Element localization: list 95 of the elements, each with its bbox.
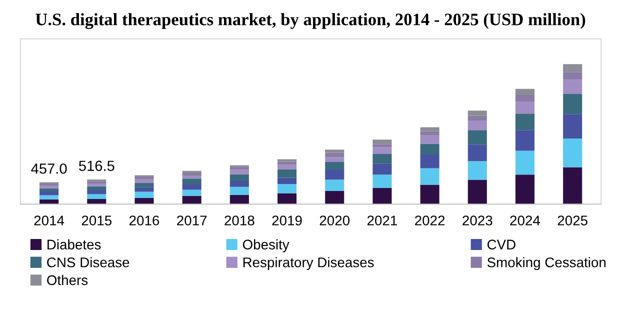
bar	[87, 190, 106, 194]
bar	[563, 114, 582, 138]
x-tick-label: 2025	[558, 216, 588, 226]
bar	[372, 140, 392, 144]
bar	[230, 174, 249, 182]
bar	[325, 170, 344, 180]
legend-label: Smoking Cessation	[487, 257, 606, 270]
bar	[40, 192, 59, 196]
bar	[420, 168, 440, 185]
bar	[277, 164, 297, 170]
bar	[420, 127, 440, 132]
bar	[230, 181, 249, 187]
bar	[134, 198, 154, 204]
bar	[325, 157, 344, 162]
x-tick-label: 2023	[462, 216, 492, 226]
bar	[134, 176, 154, 180]
bar	[420, 135, 440, 144]
annotation: 516.5	[78, 160, 114, 171]
bar	[372, 154, 392, 164]
bar	[515, 114, 534, 130]
bar	[277, 184, 297, 194]
bar	[372, 147, 392, 154]
bar	[325, 190, 344, 204]
bar	[563, 138, 582, 168]
bar	[182, 170, 202, 174]
chart-title: U.S. digital therapeutics market, by application, 2014 - 2025 (USD million)	[36, 13, 586, 29]
bar	[515, 150, 534, 175]
bar	[563, 167, 582, 204]
x-tick-label: 2014	[34, 216, 64, 226]
bar	[87, 194, 106, 199]
annotation: 457.0	[31, 163, 67, 174]
x-tick-label: 2019	[272, 216, 302, 226]
bar	[468, 116, 487, 121]
legend-label: Obesity	[242, 239, 290, 252]
legend-label: Respiratory Diseases	[243, 257, 374, 270]
bar	[87, 186, 106, 190]
bar	[87, 181, 106, 184]
bar	[468, 110, 487, 116]
bar	[563, 72, 582, 80]
bar	[515, 95, 534, 102]
bar	[230, 170, 249, 174]
bar	[325, 150, 344, 153]
bar	[134, 192, 154, 198]
legend-label: CNS Disease	[47, 257, 130, 268]
x-tick-label: 2015	[82, 216, 112, 226]
bar	[563, 64, 582, 72]
bar	[468, 161, 487, 180]
bar	[420, 144, 440, 155]
bar	[420, 154, 440, 168]
legend-label: Others	[47, 274, 88, 286]
bar	[563, 94, 582, 114]
bar	[563, 80, 582, 94]
x-tick-label: 2021	[367, 216, 397, 226]
bar	[325, 152, 344, 158]
bar	[468, 144, 487, 162]
bar	[515, 174, 534, 204]
bar	[277, 178, 297, 184]
bar	[325, 162, 344, 170]
bar	[182, 190, 202, 196]
bar	[134, 187, 154, 192]
legend-label: CVD	[487, 240, 516, 250]
bar	[40, 195, 59, 200]
x-tick-label: 2017	[177, 216, 207, 226]
bar	[182, 184, 202, 190]
bar	[468, 130, 487, 145]
bar	[277, 162, 297, 165]
bar	[134, 182, 154, 188]
bar	[468, 180, 487, 204]
legend-label: Diabetes	[48, 239, 101, 250]
bar	[325, 180, 344, 191]
bar	[230, 186, 249, 195]
x-tick-label: 2018	[224, 216, 254, 226]
bar	[40, 186, 59, 188]
bar	[87, 184, 106, 186]
x-tick-label: 2016	[129, 216, 160, 226]
bar	[372, 164, 392, 175]
bar	[468, 120, 487, 130]
bar	[372, 188, 392, 204]
bar	[40, 188, 59, 192]
bar	[182, 173, 202, 176]
bar	[372, 174, 392, 188]
bar	[515, 130, 534, 151]
bar	[182, 178, 202, 185]
x-tick-label: 2024	[510, 216, 540, 226]
bar	[515, 88, 534, 96]
bar	[515, 102, 534, 114]
bar	[134, 179, 154, 183]
bar	[277, 193, 297, 204]
x-tick-label: 2022	[415, 216, 445, 226]
bar	[420, 131, 440, 136]
bar	[230, 194, 249, 204]
bar	[277, 169, 297, 178]
bar	[182, 196, 202, 204]
x-tick-label: 2020	[320, 216, 350, 226]
bar	[420, 184, 440, 204]
